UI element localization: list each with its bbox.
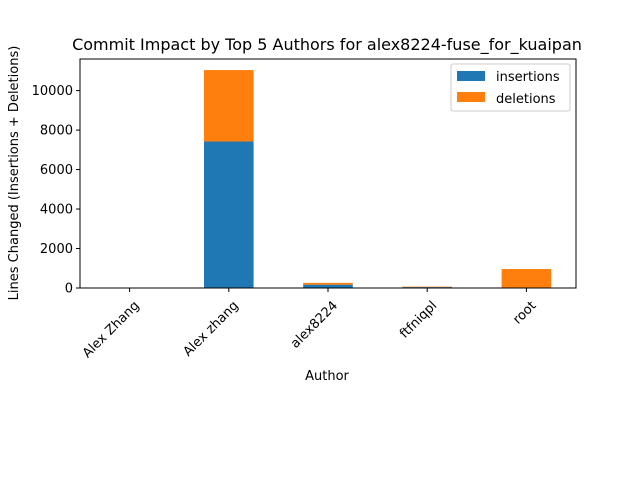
y-tick-label: 0 <box>65 282 73 297</box>
bar-insertions-alex8224 <box>303 285 353 288</box>
y-tick-label: 6000 <box>40 163 73 178</box>
y-tick-label: 2000 <box>40 242 73 257</box>
y-axis-label: Lines Changed (Insertions + Deletions) <box>7 46 22 301</box>
legend-label-deletions: deletions <box>496 92 556 107</box>
y-tick-label: 4000 <box>40 203 73 218</box>
chart-title: Commit Impact by Top 5 Authors for alex8… <box>72 35 582 55</box>
y-tick-label: 10000 <box>32 84 73 99</box>
legend-swatch-insertions <box>457 71 485 81</box>
y-tick-label: 8000 <box>40 124 73 139</box>
bar-deletions-root <box>502 269 552 288</box>
legend-label-insertions: insertions <box>496 70 560 85</box>
bar-deletions-alex-zhang <box>204 70 254 141</box>
legend: insertions deletions <box>451 64 570 111</box>
bar-insertions-alex-zhang <box>204 142 254 288</box>
legend-swatch-deletions <box>457 92 485 102</box>
bar-deletions-alex8224 <box>303 283 353 285</box>
x-axis-label: Author <box>305 369 349 384</box>
